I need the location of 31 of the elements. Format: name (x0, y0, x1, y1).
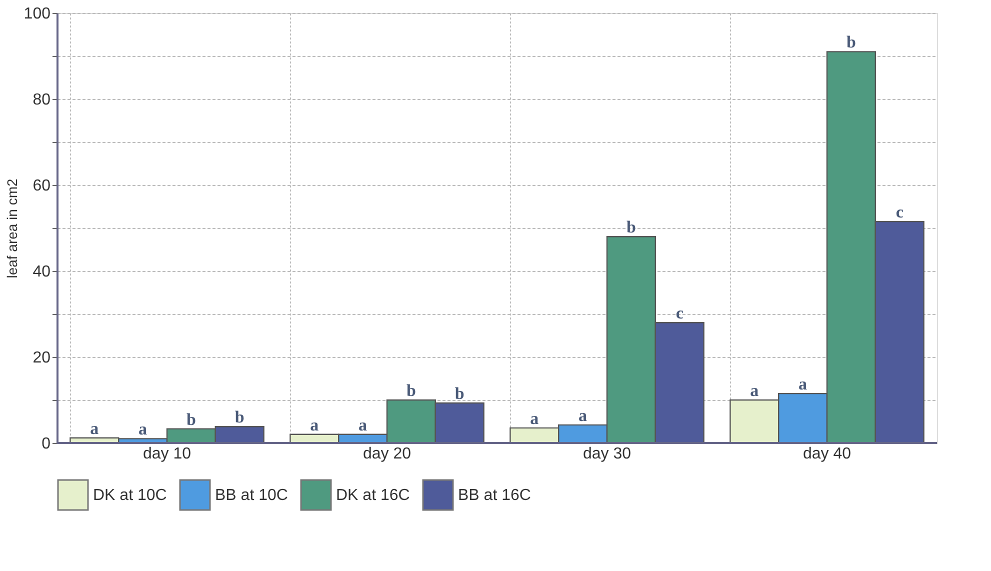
y-tick-label: 40 (32, 264, 51, 280)
annotation: a (530, 408, 540, 428)
x-tick-label: day 20 (362, 446, 412, 462)
x-tick-label: day 10 (142, 446, 192, 462)
annotation: c (896, 202, 904, 222)
annotation: b (234, 408, 244, 427)
annotation: a (750, 381, 760, 400)
annotation: b (846, 32, 856, 52)
y-tick-label: 60 (32, 178, 51, 194)
y-tick-label: 80 (32, 92, 51, 108)
annotation: a (358, 415, 368, 434)
y-tick-label: 20 (32, 350, 51, 366)
annotation: b (406, 381, 416, 400)
annotation: c (676, 304, 684, 323)
annotation: a (578, 406, 588, 425)
annotation: a (798, 374, 808, 394)
annotation: a (310, 415, 320, 434)
annotation: a (90, 418, 100, 438)
legend-label: BB at 16C (458, 487, 531, 504)
y-tick-label: 100 (24, 6, 51, 22)
legend-label: DK at 16C (336, 487, 410, 504)
x-tick-label: day 40 (802, 446, 852, 462)
y-axis-title: leaf area in cm2 (4, 178, 20, 278)
y-tick-label: 0 (42, 436, 51, 452)
legend-label: DK at 10C (93, 487, 167, 504)
annotation: b (454, 384, 464, 404)
x-tick-label: day 30 (582, 446, 632, 462)
legend-label: BB at 10C (215, 487, 288, 504)
annotation: a (138, 420, 148, 439)
annotation: b (626, 218, 636, 237)
annotation: b (186, 410, 196, 429)
